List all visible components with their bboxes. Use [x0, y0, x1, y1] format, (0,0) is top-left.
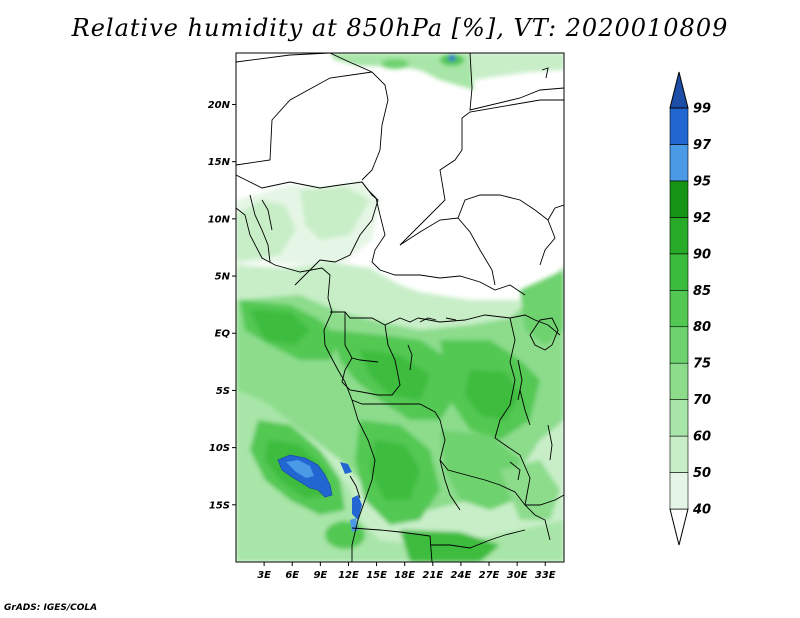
- colorbar: 40 50 60 70 75 80 85 90 92 95 97 99: [669, 71, 712, 546]
- colorbar-segment: [669, 289, 689, 328]
- lon-tick-label: 9E: [313, 570, 327, 581]
- lat-tick-label: 15S: [209, 500, 230, 511]
- map-frame: [235, 52, 565, 563]
- colorbar-segment: [669, 217, 689, 255]
- colorbar-label: 85: [693, 284, 711, 299]
- colorbar-segment: [669, 144, 689, 182]
- colorbar-min-extension: [669, 508, 689, 546]
- colorbar-segment: [669, 362, 689, 400]
- longitude-axis: 3E 6E 9E 12E 15E 18E 21E 24E 27E 30E 33E: [257, 562, 556, 581]
- latitude-axis: 20N 15N 10N 5N EQ 5S 10S 15S: [208, 100, 236, 511]
- colorbar-label: 60: [693, 430, 711, 445]
- lat-tick-label: 5S: [216, 386, 230, 397]
- lon-tick-label: 24E: [451, 570, 472, 581]
- colorbar-label: 92: [693, 211, 711, 226]
- colorbar-label: 99: [693, 102, 711, 117]
- colorbar-segment: [669, 253, 689, 291]
- colorbar-segment: [669, 472, 689, 510]
- map-title: Relative humidity at 850hPa [%], VT: 202…: [71, 14, 729, 42]
- lat-tick-label: 20N: [208, 100, 231, 111]
- colorbar-label: 95: [693, 174, 711, 189]
- grads-credit: GrADS: IGES/COLA: [4, 603, 98, 613]
- lat-tick-label: 5N: [215, 272, 231, 283]
- lon-tick-label: 12E: [338, 570, 359, 581]
- colorbar-label: 97: [693, 138, 712, 153]
- colorbar-label: 70: [693, 393, 711, 408]
- lon-tick-label: 33E: [535, 570, 556, 581]
- colorbar-label: 75: [693, 357, 711, 372]
- lon-tick-label: 18E: [394, 570, 415, 581]
- colorbar-label: 80: [693, 320, 711, 335]
- colorbar-segment: [669, 107, 689, 145]
- colorbar-label: 90: [693, 247, 711, 262]
- lat-tick-label: 10S: [209, 443, 230, 454]
- lon-tick-label: 21E: [422, 570, 443, 581]
- lon-tick-label: 27E: [479, 570, 500, 581]
- lon-tick-label: 3E: [257, 570, 271, 581]
- country-borders: [236, 53, 564, 562]
- humidity-field: [236, 53, 564, 562]
- colorbar-max-extension: [669, 71, 689, 109]
- lat-tick-label: EQ: [215, 329, 231, 340]
- colorbar-label: 50: [693, 466, 711, 481]
- colorbar-segment: [669, 326, 689, 364]
- lon-tick-label: 30E: [507, 570, 528, 581]
- colorbar-segment: [669, 180, 689, 218]
- lon-tick-label: 6E: [285, 570, 299, 581]
- colorbar-segment: [669, 435, 689, 473]
- lat-tick-label: 15N: [208, 157, 231, 168]
- colorbar-segment: [669, 399, 689, 437]
- lon-tick-label: 15E: [366, 570, 387, 581]
- lat-tick-label: 10N: [208, 214, 231, 225]
- colorbar-label: 40: [692, 503, 711, 518]
